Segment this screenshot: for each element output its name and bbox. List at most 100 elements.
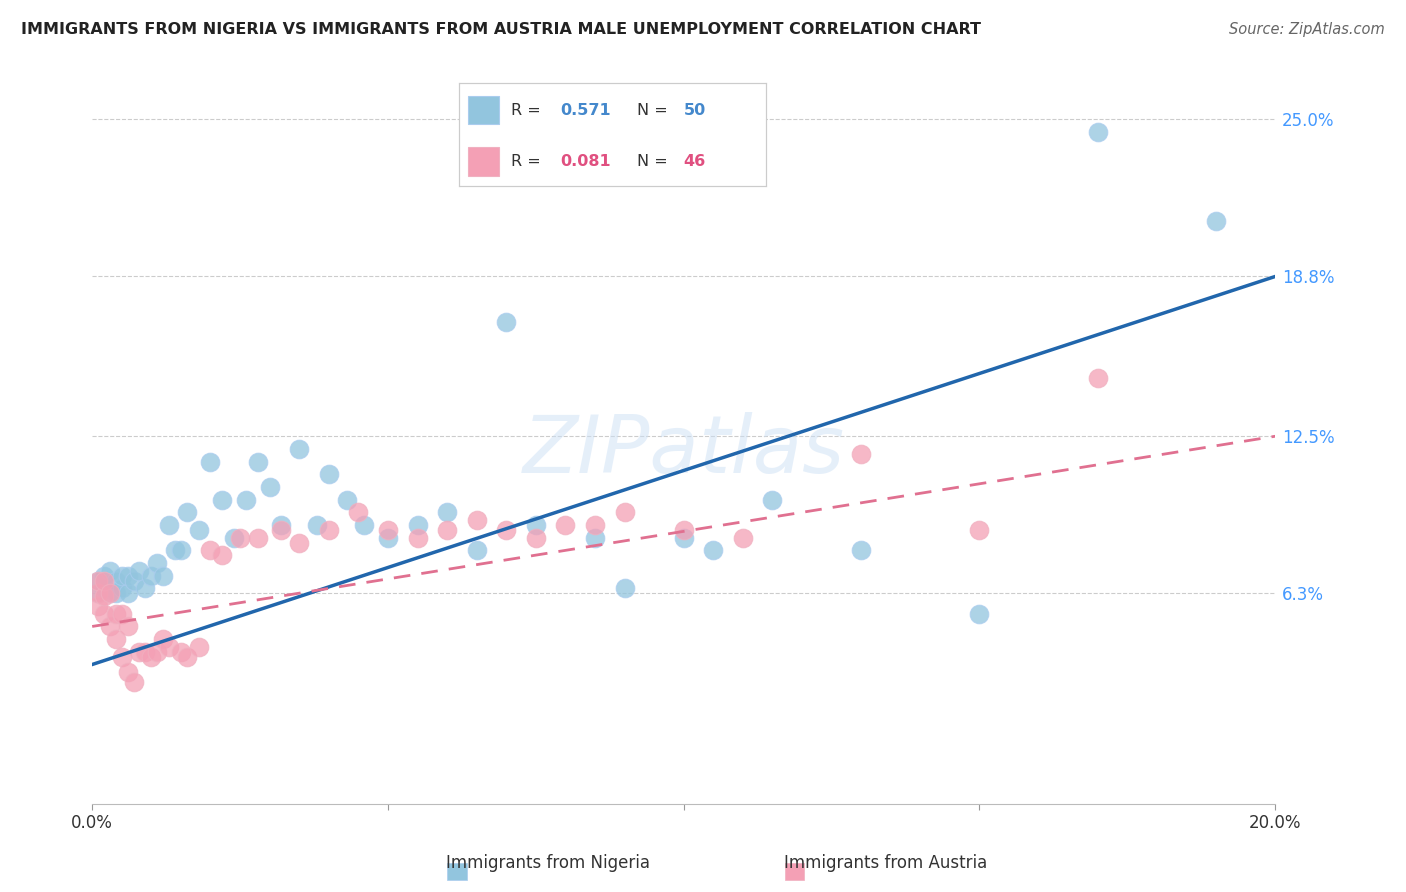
- Point: [436, 523, 458, 537]
- Point: [200, 543, 222, 558]
- Point: [157, 518, 180, 533]
- Point: [98, 586, 121, 600]
- Point: [111, 607, 134, 621]
- Point: [406, 531, 429, 545]
- Point: [111, 582, 134, 596]
- Point: [524, 518, 547, 533]
- Point: [111, 568, 134, 582]
- Point: [104, 574, 127, 588]
- Point: [141, 568, 163, 582]
- Point: [170, 645, 193, 659]
- Point: [104, 607, 127, 621]
- Text: Immigrants from Nigeria: Immigrants from Nigeria: [446, 855, 651, 872]
- Point: [104, 586, 127, 600]
- Point: [672, 531, 695, 545]
- Point: [98, 586, 121, 600]
- Point: [235, 492, 257, 507]
- Point: [270, 518, 292, 533]
- Point: [146, 645, 169, 659]
- Point: [163, 543, 186, 558]
- Point: [93, 607, 115, 621]
- Point: [176, 649, 198, 664]
- Point: [1087, 125, 1109, 139]
- Point: [87, 599, 110, 614]
- Point: [93, 568, 115, 582]
- Point: [731, 531, 754, 545]
- Point: [93, 574, 115, 588]
- Point: [134, 582, 156, 596]
- Point: [583, 518, 606, 533]
- Point: [613, 582, 636, 596]
- Point: [318, 467, 340, 482]
- Point: [117, 568, 139, 582]
- Point: [122, 574, 145, 588]
- Point: [465, 543, 488, 558]
- Point: [377, 531, 399, 545]
- Point: [93, 582, 115, 596]
- Point: [288, 442, 311, 456]
- Point: [761, 492, 783, 507]
- Point: [187, 523, 209, 537]
- Point: [117, 665, 139, 679]
- Point: [524, 531, 547, 545]
- Point: [465, 513, 488, 527]
- Point: [134, 645, 156, 659]
- Point: [152, 632, 174, 647]
- Point: [104, 632, 127, 647]
- Point: [229, 531, 252, 545]
- Point: [259, 480, 281, 494]
- Text: IMMIGRANTS FROM NIGERIA VS IMMIGRANTS FROM AUSTRIA MALE UNEMPLOYMENT CORRELATION: IMMIGRANTS FROM NIGERIA VS IMMIGRANTS FR…: [21, 22, 981, 37]
- Point: [849, 447, 872, 461]
- Point: [224, 531, 246, 545]
- Point: [128, 645, 150, 659]
- Point: [495, 523, 517, 537]
- Point: [246, 531, 269, 545]
- Point: [87, 574, 110, 588]
- Point: [157, 640, 180, 654]
- Point: [554, 518, 576, 533]
- Point: [117, 619, 139, 633]
- Point: [353, 518, 375, 533]
- Point: [122, 675, 145, 690]
- Point: [141, 649, 163, 664]
- Point: [87, 586, 110, 600]
- Point: [1205, 213, 1227, 227]
- Point: [117, 586, 139, 600]
- Point: [969, 523, 991, 537]
- Point: [613, 505, 636, 519]
- Point: [347, 505, 370, 519]
- Point: [187, 640, 209, 654]
- Point: [436, 505, 458, 519]
- Point: [152, 568, 174, 582]
- Point: [98, 564, 121, 578]
- Point: [305, 518, 328, 533]
- Point: [87, 586, 110, 600]
- Point: [288, 535, 311, 549]
- Point: [702, 543, 724, 558]
- Point: [200, 455, 222, 469]
- Point: [98, 619, 121, 633]
- Point: [849, 543, 872, 558]
- Point: [583, 531, 606, 545]
- Point: [969, 607, 991, 621]
- Point: [406, 518, 429, 533]
- Point: [146, 556, 169, 570]
- Point: [176, 505, 198, 519]
- Point: [246, 455, 269, 469]
- Point: [270, 523, 292, 537]
- Text: ZIPatlas: ZIPatlas: [523, 412, 845, 490]
- Point: [111, 649, 134, 664]
- Point: [87, 574, 110, 588]
- Point: [377, 523, 399, 537]
- Point: [335, 492, 357, 507]
- Point: [1087, 371, 1109, 385]
- Point: [93, 589, 115, 603]
- Point: [211, 549, 233, 563]
- Point: [318, 523, 340, 537]
- Point: [495, 315, 517, 329]
- Point: [672, 523, 695, 537]
- Text: Immigrants from Austria: Immigrants from Austria: [785, 855, 987, 872]
- Text: Source: ZipAtlas.com: Source: ZipAtlas.com: [1229, 22, 1385, 37]
- Point: [211, 492, 233, 507]
- Point: [170, 543, 193, 558]
